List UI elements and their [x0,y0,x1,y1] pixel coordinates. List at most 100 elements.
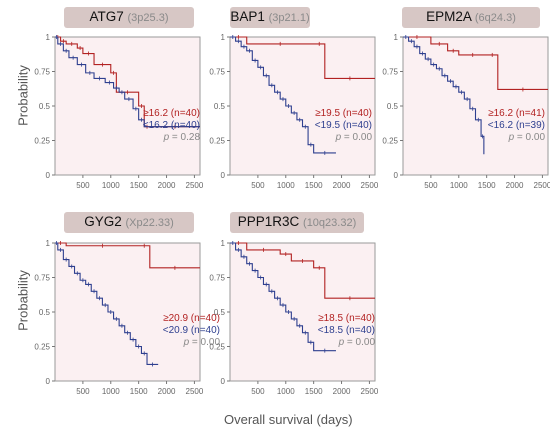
x-axis-label: Overall survival (days) [224,412,353,427]
panel-title: BAP1 (3p21.1) [230,7,310,28]
x-tick-label: 2500 [361,181,379,190]
legend-low: <20.9 (n=40) [162,325,220,336]
plot-area [402,36,549,176]
panel-title: EPM2A (6q24.3) [402,7,540,28]
y-tick-label: 0.25 [209,137,225,146]
gene-name: PPP1R3C [237,214,304,229]
y-tick-label: 1 [221,33,226,42]
survival-curve-high [403,36,548,90]
y-tick-label: 0 [46,171,51,180]
x-tick-label: 2500 [186,387,204,396]
plot-area [54,242,201,382]
x-tick-label: 500 [76,181,90,190]
legend-high: ≥16.2 (n=40) [143,108,200,119]
x-tick-label: 1500 [130,387,148,396]
x-tick-label: 500 [251,181,265,190]
x-tick-label: 1500 [478,181,496,190]
y-tick-label: 0.75 [34,274,50,283]
survival-curve-low [230,242,336,352]
x-tick-label: 2500 [534,181,550,190]
survival-curve-low [403,36,485,155]
panel-title: GYG2 (Xp22.33) [64,212,194,233]
y-tick-label: 0.75 [209,68,225,77]
gene-name: EPM2A [426,9,475,24]
y-tick-label: 0.5 [39,308,51,317]
y-tick-label: 0.5 [214,102,226,111]
gene-name: ATG7 [89,9,128,24]
legend-low: <16.2 (n=40) [142,120,200,131]
survival-curve-low [55,242,159,365]
p-value: p = 0.00 [183,337,220,348]
x-tick-label: 2000 [333,387,351,396]
y-tick-label: 1 [46,239,51,248]
legend-low: <16.2 (n=39) [487,120,545,131]
x-tick-label: 500 [76,387,90,396]
legend-high: ≥18.5 (n=40) [318,313,375,324]
y-tick-label: 0.5 [39,102,51,111]
y-tick-label: 0.75 [209,274,225,283]
x-tick-label: 2000 [158,387,176,396]
y-tick-label: 0.25 [209,343,225,352]
x-tick-label: 1000 [102,181,120,190]
gene-locus: (3p21.1) [268,12,310,24]
survival-curve-low [230,36,336,154]
p-value: p = 0.00 [508,132,545,143]
p-value: p = 0.28 [163,132,200,143]
legend-low: <19.5 (n=40) [314,120,372,131]
y-tick-label: 0.25 [382,137,398,146]
x-tick-label: 2500 [186,181,204,190]
y-tick-label: 0.25 [34,137,50,146]
panel-title: PPP1R3C (10q23.32) [230,212,364,233]
x-tick-label: 1000 [277,387,295,396]
p-value: p = 0.00 [338,337,375,348]
x-tick-label: 1000 [277,181,295,190]
x-tick-label: 500 [251,387,265,396]
panel-title: ATG7 (3p25.3) [64,7,194,28]
survival-curve-high [55,36,200,128]
plot-area [229,242,376,382]
y-tick-label: 0 [221,171,226,180]
legend-high: ≥19.5 (n=40) [315,108,372,119]
gene-name: BAP1 [230,9,269,24]
plot-area [229,36,376,176]
gene-locus: (6q24.3) [474,12,516,24]
x-tick-label: 500 [424,181,438,190]
y-tick-label: 1 [394,33,399,42]
x-tick-label: 2000 [506,181,524,190]
y-tick-label: 1 [221,239,226,248]
y-tick-label: 0 [46,377,51,386]
legend-high: ≥16.2 (n=41) [488,108,545,119]
x-tick-label: 1500 [305,181,323,190]
x-tick-label: 1500 [130,181,148,190]
y-tick-label: 0.25 [34,343,50,352]
gene-locus: (10q23.32) [303,217,357,229]
y-tick-label: 0.5 [387,102,399,111]
x-tick-label: 1000 [102,387,120,396]
y-tick-label: 0.75 [382,68,398,77]
y-tick-label: 0.75 [34,68,50,77]
plot-area [54,36,201,176]
x-tick-label: 2000 [333,181,351,190]
survival-curve-high [230,36,375,79]
p-value: p = 0.00 [335,132,372,143]
gene-locus: (3p25.3) [127,12,169,24]
x-tick-label: 1000 [450,181,468,190]
y-tick-label: 0.5 [214,308,226,317]
gene-name: GYG2 [84,214,126,229]
x-tick-label: 1500 [305,387,323,396]
y-tick-label: 0 [394,171,399,180]
x-tick-label: 2000 [158,181,176,190]
legend-high: ≥20.9 (n=40) [163,313,220,324]
survival-curve-high [55,242,200,269]
gene-locus: (Xp22.33) [125,217,174,229]
survival-curve-high [230,242,375,299]
x-tick-label: 2500 [361,387,379,396]
y-tick-label: 1 [46,33,51,42]
y-tick-label: 0 [221,377,226,386]
legend-low: <18.5 (n=40) [317,325,375,336]
